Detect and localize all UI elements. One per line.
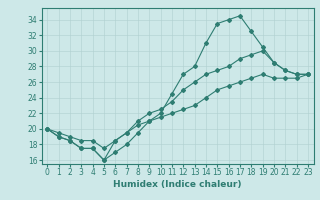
X-axis label: Humidex (Indice chaleur): Humidex (Indice chaleur) [113, 180, 242, 189]
